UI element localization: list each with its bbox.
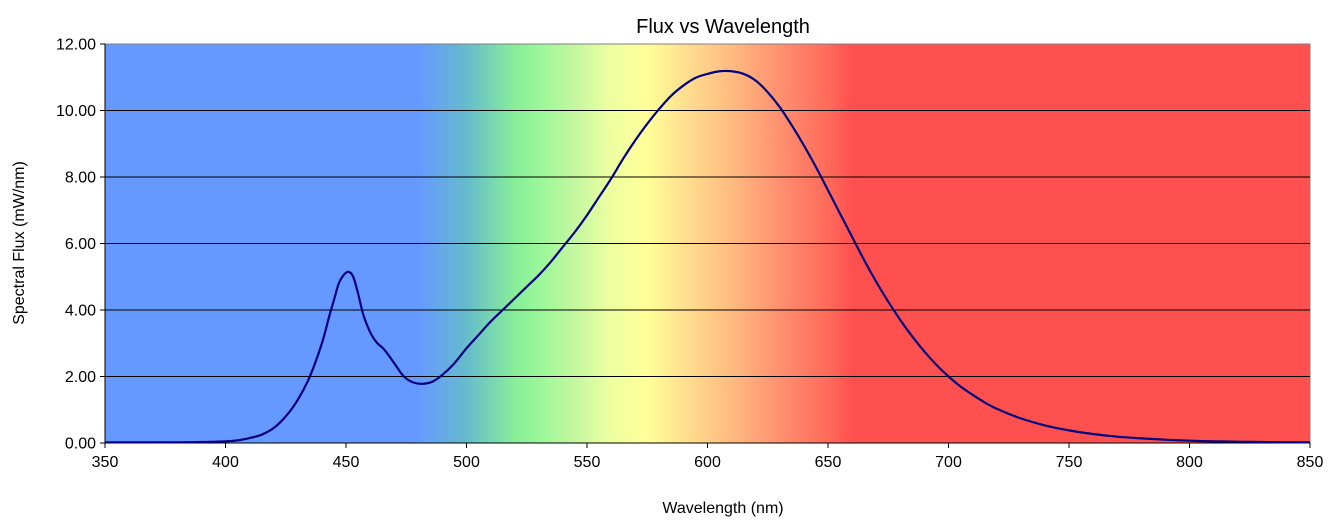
x-tick-label: 450 (333, 454, 360, 471)
chart-title: Flux vs Wavelength (636, 16, 810, 38)
x-tick-label: 400 (212, 454, 239, 471)
y-tick-label: 0.00 (65, 436, 96, 453)
y-tick-label: 6.00 (65, 236, 96, 253)
x-axis-ticks: 350 400 450 500 550 600 650 700 750 800 850 (92, 442, 1324, 471)
y-axis-ticks: 0.00 2.00 4.00 6.00 8.00 10.00 12.00 (56, 37, 106, 453)
y-axis-title: Spectral Flux (mW/nm) (11, 161, 28, 325)
gridlines (105, 110, 1310, 377)
x-tick-label: 750 (1056, 454, 1083, 471)
y-tick-label: 4.00 (65, 303, 96, 320)
y-tick-label: 8.00 (65, 170, 96, 187)
x-tick-label: 650 (815, 454, 842, 471)
y-tick-label: 2.00 (65, 369, 96, 386)
y-tick-label: 12.00 (56, 37, 96, 54)
series-line-spectral-flux (105, 69, 1311, 444)
x-tick-label: 500 (453, 454, 480, 471)
x-tick-label: 800 (1176, 454, 1203, 471)
x-tick-label: 700 (935, 454, 962, 471)
x-tick-label: 850 (1297, 454, 1324, 471)
y-tick-label: 10.00 (56, 103, 96, 120)
x-tick-label: 600 (694, 454, 721, 471)
x-tick-label: 550 (574, 454, 601, 471)
x-axis-title: Wavelength (nm) (662, 500, 783, 517)
x-tick-label: 350 (92, 454, 119, 471)
